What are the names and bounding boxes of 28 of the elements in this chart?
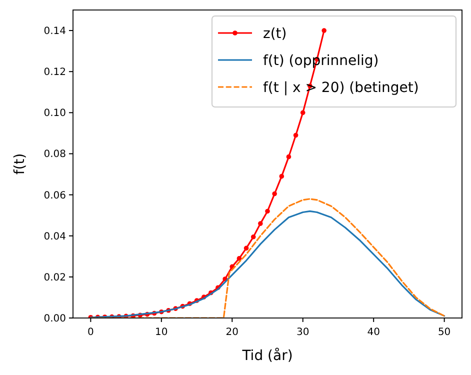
point bbox=[236, 256, 242, 261]
x-tick-label: 30 bbox=[296, 327, 310, 338]
point bbox=[258, 221, 263, 226]
x-tick-label: 0 bbox=[87, 327, 94, 338]
x-tick-label: 50 bbox=[438, 327, 451, 338]
y-tick-label: 0.12 bbox=[44, 67, 66, 78]
x-tick-label: 20 bbox=[226, 327, 239, 338]
y-tick-label: 0.08 bbox=[44, 149, 66, 160]
y-tick-label: 0.00 bbox=[44, 314, 66, 324]
point bbox=[322, 28, 326, 33]
point bbox=[265, 208, 270, 214]
point bbox=[250, 234, 256, 240]
y-tick-label: 0.14 bbox=[44, 26, 66, 38]
x-tick-label: 40 bbox=[367, 327, 380, 338]
legend-label: z(t) bbox=[263, 26, 287, 42]
point bbox=[244, 246, 249, 251]
y-tick-label: 0.02 bbox=[44, 272, 66, 284]
point bbox=[272, 191, 277, 196]
y-axis-title: f(t) bbox=[12, 153, 28, 175]
point bbox=[300, 110, 306, 116]
y-tick-label: 0.06 bbox=[44, 190, 66, 202]
y-tick-label: 0.04 bbox=[44, 231, 66, 242]
x-axis-title: Tid (år) bbox=[241, 347, 293, 364]
point bbox=[286, 154, 292, 160]
y-tick-label: 0.10 bbox=[44, 108, 66, 120]
point bbox=[293, 132, 298, 138]
x-tick-label: 10 bbox=[155, 327, 168, 338]
point bbox=[279, 174, 284, 179]
